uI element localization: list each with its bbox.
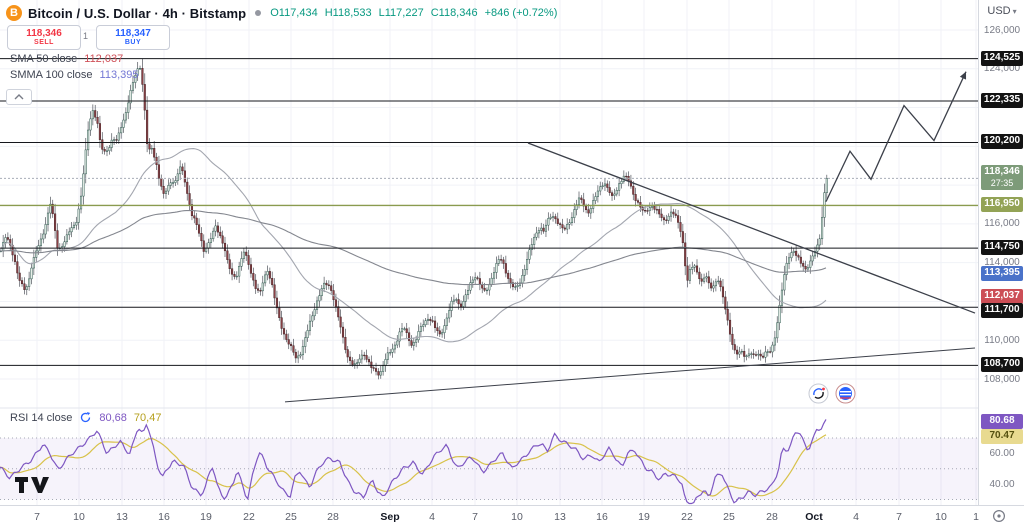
ohlc-high: H118,533 xyxy=(324,7,372,19)
time-tick-label: 22 xyxy=(243,511,255,523)
time-tick-label: 13 xyxy=(116,511,128,523)
time-tick-label: 22 xyxy=(681,511,693,523)
buy-price: 118,347 xyxy=(115,27,151,39)
rsi-tick-label: 60.00 xyxy=(989,447,1015,459)
time-tick-label: 19 xyxy=(200,511,212,523)
price-tick-label: 110,000 xyxy=(984,334,1020,346)
chevron-up-icon xyxy=(14,94,24,100)
time-tick-label: 7 xyxy=(34,511,40,523)
sell-button[interactable]: 118,346 SELL xyxy=(7,25,81,50)
sell-price: 118,346 xyxy=(26,27,62,39)
spread-value: 1 xyxy=(83,31,89,41)
time-tick-label: 16 xyxy=(596,511,608,523)
symbol-title[interactable]: Bitcoin / U.S. Dollar · 4h · Bitstamp xyxy=(28,5,247,21)
cycle-arrows-icon xyxy=(81,412,91,423)
smma100-value: 113,395 xyxy=(99,69,139,81)
smma100-label: SMMA 100 close xyxy=(10,69,93,81)
time-tick-label: 25 xyxy=(285,511,297,523)
sma50-label: SMA 50 close xyxy=(10,53,78,65)
tradingview-logo[interactable] xyxy=(14,474,54,500)
symbol-header: B Bitcoin / U.S. Dollar · 4h · Bitstamp … xyxy=(6,4,557,22)
sell-label: SELL xyxy=(34,38,54,46)
current-price-badge: 118,346 27:35 xyxy=(981,165,1023,191)
ohlc-change: +846 (+0.72%) xyxy=(484,7,558,19)
buy-button[interactable]: 118,347 BUY xyxy=(96,25,170,50)
time-tick-label: 7 xyxy=(896,511,902,523)
price-level-badge: 120,200 xyxy=(981,134,1023,150)
rsi-ma-value: 70,47 xyxy=(133,411,162,424)
ohlc-low: L117,227 xyxy=(378,7,424,19)
target-icon xyxy=(992,509,1006,523)
tradingview-logo-icon xyxy=(15,477,49,493)
price-level-badge: 108,700 xyxy=(981,357,1023,373)
exchange-logo-icon[interactable] xyxy=(835,383,856,404)
legend-smma100[interactable]: SMMA 100 close 113,395 xyxy=(10,69,139,81)
time-axis[interactable]: 7 10 13 16 19 22 25 28 Sep 4 7 10 13 16 19 22 25 28 Oct 4 7 1… xyxy=(0,505,1024,527)
ohlc-close: C118,346 xyxy=(430,7,478,19)
buy-label: BUY xyxy=(124,38,142,46)
ohlc-values: O117,434 H118,533 L117,227 C118,346 +846… xyxy=(270,7,557,19)
refresh-arrows-icon[interactable] xyxy=(808,383,829,404)
time-tick-label: 1 xyxy=(973,511,979,523)
time-tick-label: 7 xyxy=(472,511,478,523)
time-tick-label: 16 xyxy=(158,511,170,523)
time-tick-label: Oct xyxy=(805,511,823,523)
bitcoin-icon: B xyxy=(6,5,22,21)
price-axis[interactable]: USD ▾ 126,000 124,000 116,000 114,000 110,000… xyxy=(978,0,1024,505)
price-level-badge: 113,395 xyxy=(981,266,1023,282)
rsi-label: RSI 14 close xyxy=(10,411,73,424)
time-tick-label: 4 xyxy=(853,511,859,523)
price-tick-label: 116,000 xyxy=(984,218,1020,230)
time-tick-label: 10 xyxy=(73,511,85,523)
time-tick-label: 28 xyxy=(327,511,339,523)
scroll-to-realtime-button[interactable] xyxy=(992,509,1006,527)
legend-rsi[interactable]: RSI 14 close 80,68 70,47 xyxy=(10,411,161,424)
ohlc-open: O117,434 xyxy=(270,7,318,19)
rsi-value: 80,68 xyxy=(99,411,127,424)
price-level-badge: 114,750 xyxy=(981,240,1023,256)
sma50-value: 112,037 xyxy=(84,53,124,65)
market-status-icon xyxy=(255,10,262,16)
rsi-tick-label: 40.00 xyxy=(989,478,1015,490)
time-tick-label: 10 xyxy=(511,511,523,523)
chart-pane[interactable] xyxy=(0,0,978,505)
price-axis-currency[interactable]: USD ▾ xyxy=(987,5,1017,17)
price-tick-label: 114,000 xyxy=(984,257,1020,269)
candlestick-chart-canvas[interactable] xyxy=(0,0,978,505)
price-tick-label: 108,000 xyxy=(983,373,1021,385)
time-tick-label: 13 xyxy=(554,511,566,523)
legend-sma50[interactable]: SMA 50 close 112,037 xyxy=(10,53,123,65)
collapse-pane-button[interactable] xyxy=(6,89,32,105)
price-tick-label: 126,000 xyxy=(983,24,1021,36)
time-tick-label: 19 xyxy=(638,511,650,523)
price-level-badge: 111,700 xyxy=(981,303,1023,319)
rsi-value-badge: 70.47 xyxy=(981,429,1023,445)
price-level-badge: 124,525 xyxy=(981,50,1023,66)
time-tick-label: 28 xyxy=(766,511,778,523)
time-tick-label: 25 xyxy=(723,511,735,523)
price-level-badge: 116,950 xyxy=(981,197,1023,213)
time-tick-label: 4 xyxy=(429,511,435,523)
chevron-down-icon: ▾ xyxy=(1012,7,1017,16)
time-tick-label: Sep xyxy=(380,511,400,523)
price-tick-label: 124,000 xyxy=(983,63,1021,75)
price-level-badge: 112,037 xyxy=(981,288,1023,304)
rsi-value-badge: 80.68 xyxy=(981,413,1023,429)
time-tick-label: 10 xyxy=(935,511,947,523)
price-level-badge: 122,335 xyxy=(981,93,1023,109)
